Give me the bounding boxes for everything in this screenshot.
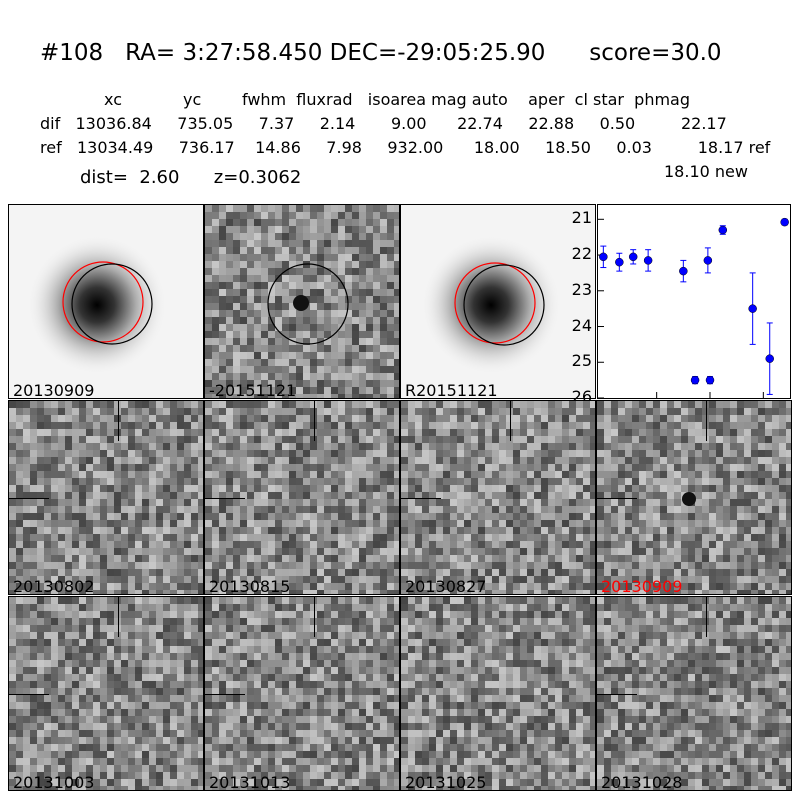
panel-label: 20130909 — [601, 577, 683, 595]
epoch-panel[interactable]: 20130815 — [204, 400, 400, 595]
noise-texture — [205, 597, 399, 790]
marker-horizontal — [597, 498, 637, 499]
noise-texture — [205, 401, 399, 594]
dif-row: dif 13036.84 735.05 7.37 2.14 9.00 22.74… — [40, 114, 727, 133]
y-tick-label: 23 — [571, 279, 592, 299]
data-point — [705, 375, 715, 385]
marker-horizontal — [9, 694, 49, 695]
y-tick-label: 22 — [571, 244, 592, 264]
noise-texture — [401, 401, 595, 594]
dif-circle — [463, 264, 545, 346]
epoch-panel[interactable]: 20130827 — [400, 400, 596, 595]
panel-label: -20151121 — [209, 381, 297, 399]
marker-vertical — [118, 401, 119, 441]
marker-vertical — [510, 401, 511, 441]
epoch-panel[interactable]: 20131025 — [400, 596, 596, 791]
noise-texture — [401, 597, 595, 790]
dif-circle — [267, 263, 349, 345]
table-header: xc yc fwhm fluxrad isoarea mag auto aper… — [104, 90, 690, 109]
ref-circle — [62, 261, 144, 343]
noise-texture — [597, 401, 791, 594]
data-point — [599, 252, 608, 262]
panel-label: 20131025 — [405, 773, 487, 791]
new-mag: 18.10 new — [664, 162, 748, 181]
panel-label: 20131013 — [209, 773, 291, 791]
diff-image — [267, 263, 349, 345]
panel-label: R20151121 — [405, 381, 498, 399]
marker-vertical — [118, 597, 119, 637]
data-point — [718, 225, 728, 235]
marker-horizontal — [597, 694, 637, 695]
diff-image-panel[interactable]: -20151121 — [204, 204, 400, 399]
data-point — [703, 256, 713, 265]
data-point — [628, 252, 638, 262]
y-tick-label: 21 — [571, 208, 592, 228]
ref-row: ref 13034.49 736.17 14.86 7.98 932.00 18… — [40, 138, 771, 157]
data-point — [780, 217, 789, 227]
epoch-panel-detection[interactable]: 20130909 — [596, 400, 792, 595]
panel-label: 20130802 — [13, 577, 95, 595]
epoch-panel[interactable]: 20131013 — [204, 596, 400, 791]
epoch-panel[interactable]: 20130802 — [8, 400, 204, 595]
dif-circle — [71, 263, 153, 345]
panel-label: 20130909 — [13, 381, 95, 399]
reference-image-panel[interactable]: R20151121 — [400, 204, 596, 399]
marker-horizontal — [9, 498, 49, 499]
data-point — [615, 257, 624, 267]
marker-horizontal — [205, 498, 245, 499]
light-curve-chart: 212223242526050100 — [572, 204, 791, 419]
ref-image-panel[interactable]: 20130909 — [8, 204, 204, 399]
data-point — [690, 375, 700, 385]
light-curve-plot — [598, 217, 789, 399]
y-tick-label: 24 — [571, 315, 592, 335]
marker-vertical — [314, 401, 315, 441]
detection-spot — [682, 492, 696, 506]
dist-redshift: dist= 2.60 z=0.3062 — [80, 167, 302, 188]
data-point — [679, 266, 688, 276]
noise-texture — [9, 597, 203, 790]
marker-vertical — [706, 597, 707, 637]
data-point — [748, 304, 757, 313]
noise-texture — [597, 597, 791, 790]
galaxy-image — [27, 235, 167, 375]
epoch-panel[interactable]: 20131028 — [596, 596, 792, 791]
data-point — [765, 354, 774, 363]
galaxy-image — [421, 235, 561, 375]
panel-label: 20131003 — [13, 773, 95, 791]
marker-horizontal — [401, 498, 441, 499]
ref-circle — [454, 262, 536, 344]
marker-vertical — [314, 597, 315, 637]
epoch-panel[interactable]: 20131003 — [8, 596, 204, 791]
marker-vertical — [706, 401, 707, 441]
data-point — [643, 256, 653, 265]
panel-label: 20130827 — [405, 577, 487, 595]
y-tick-label: 25 — [571, 351, 592, 371]
panel-label: 20131028 — [601, 773, 683, 791]
marker-horizontal — [205, 694, 245, 695]
candidate-title: #108 RA= 3:27:58.450 DEC=-29:05:25.90 sc… — [40, 40, 722, 66]
noise-texture — [9, 401, 203, 594]
panel-label: 20130815 — [209, 577, 291, 595]
